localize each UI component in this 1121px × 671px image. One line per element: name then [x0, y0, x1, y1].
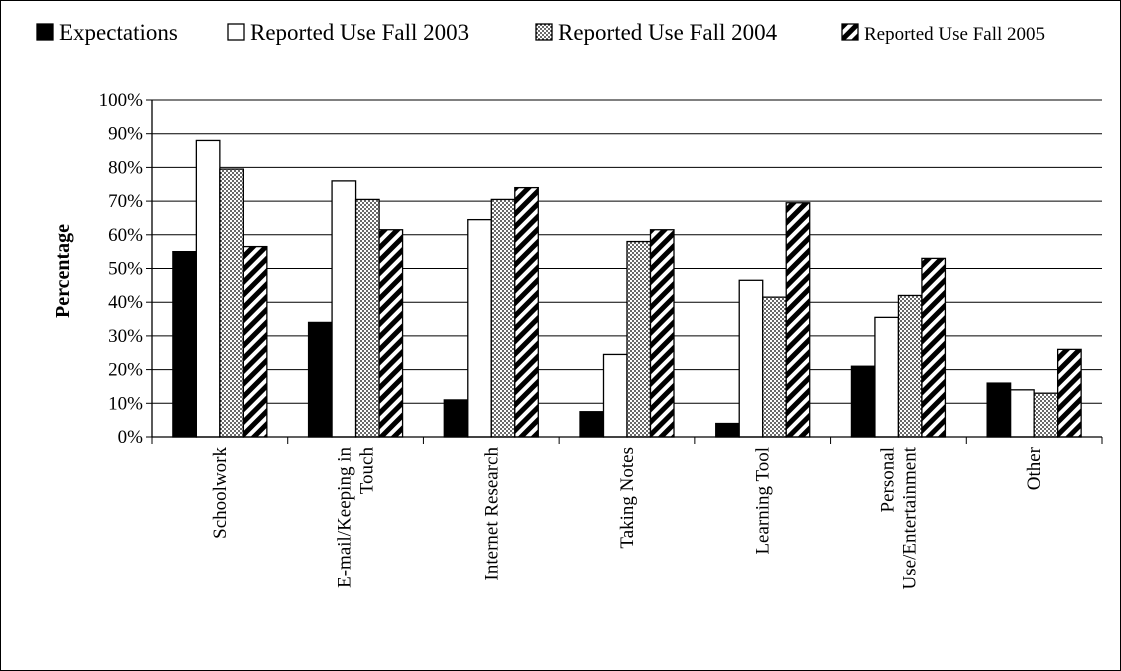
x-category-label: Other: [1024, 446, 1045, 490]
bar: [738, 279, 764, 438]
y-tick-labels: 0% 10% 20% 30% 40% 50% 60% 70% 80% 90% 100%: [99, 90, 144, 448]
legend-item: Reported Use Fall 2005: [841, 23, 1045, 45]
bar: [897, 294, 923, 438]
bar: [443, 399, 469, 438]
bars: [172, 139, 1082, 438]
legend-item: Expectations: [36, 20, 178, 45]
bar: [762, 296, 787, 438]
bar: [514, 186, 539, 438]
legend-label: Expectations: [59, 20, 178, 45]
y-tick-label: 70%: [108, 191, 143, 212]
y-tick-label: 0%: [118, 427, 144, 448]
x-category-label: Schoolwork: [210, 447, 231, 539]
bar: [850, 365, 876, 438]
x-category-label: Use/Entertainment: [899, 446, 920, 589]
y-tick-label: 50%: [108, 259, 143, 280]
axes: [151, 100, 1103, 444]
y-tick-label: 100%: [99, 90, 144, 111]
legend-label: Reported Use Fall 2004: [558, 20, 778, 45]
legend-swatch: [841, 23, 859, 41]
x-category-label: Taking Notes: [617, 447, 638, 549]
bar: [219, 168, 245, 438]
bar: [172, 250, 198, 438]
x-category-label: Learning Tool: [753, 447, 774, 555]
y-tick-label: 20%: [108, 360, 143, 381]
y-tick-label: 10%: [108, 393, 143, 414]
bar: [242, 245, 268, 438]
bar: [490, 198, 516, 438]
bar: [715, 422, 740, 438]
y-tick-label: 90%: [108, 124, 143, 145]
bar: [467, 218, 492, 438]
x-category-label: E-mail/Keeping in: [335, 447, 356, 588]
x-category-labels: Schoolwork E-mail/Keeping in Touch Internet…: [210, 446, 1045, 589]
legend-swatch: [36, 23, 54, 41]
bar: [378, 229, 404, 438]
legend-label: Reported Use Fall 2003: [250, 20, 469, 45]
y-tick-label: 80%: [108, 157, 143, 178]
x-category-label: Touch: [357, 447, 378, 495]
bar: [1033, 392, 1059, 438]
legend-item: Reported Use Fall 2003: [227, 20, 469, 45]
legend-swatch: [227, 23, 245, 41]
bar: [874, 316, 900, 438]
bar: [354, 198, 380, 438]
bar: [602, 353, 628, 438]
legend: Expectations Reported Use Fall 2003 Report…: [36, 20, 1045, 45]
y-tick-label: 30%: [108, 326, 143, 347]
bar: [307, 321, 333, 438]
y-axis-label: Percentage: [52, 224, 74, 318]
x-category-label: Personal: [877, 447, 898, 512]
y-tick-label: 40%: [108, 292, 143, 313]
legend-swatch: [535, 23, 553, 41]
bar: [626, 240, 652, 438]
legend-label: Reported Use Fall 2005: [864, 24, 1045, 45]
bar: [649, 229, 675, 438]
bar: [785, 202, 811, 438]
bar: [1009, 389, 1035, 438]
bar: [331, 180, 357, 438]
x-category-label: Internet Research: [481, 447, 502, 581]
bar: [1056, 348, 1082, 438]
legend-item: Reported Use Fall 2004: [535, 20, 778, 45]
bar: [921, 257, 947, 438]
y-tick-label: 60%: [108, 225, 143, 246]
bar: [195, 139, 221, 438]
bar: [579, 411, 605, 438]
bar: [986, 382, 1012, 438]
